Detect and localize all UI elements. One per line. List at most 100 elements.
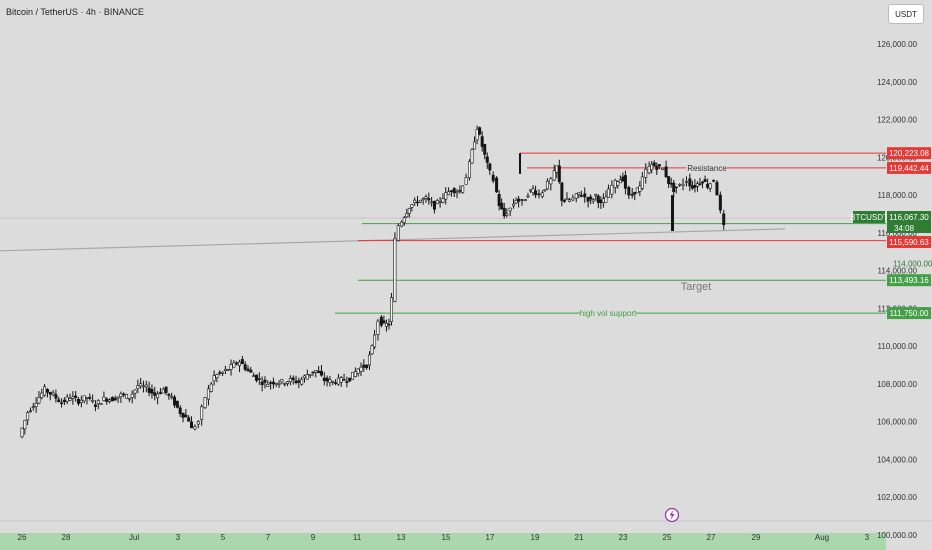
candle-body <box>99 403 103 405</box>
candle-body <box>102 396 106 401</box>
resistance-label: Resistance <box>687 164 727 173</box>
candle-body <box>690 185 694 189</box>
y-tick-label: 114,000.00 <box>878 267 918 276</box>
candle-body <box>672 182 676 193</box>
candle-body <box>178 407 182 414</box>
candle-body <box>269 382 273 384</box>
candle-body <box>545 180 549 190</box>
candle-body <box>254 374 258 381</box>
candle-body <box>113 397 117 401</box>
price-tag-label: 111,750.00 <box>890 309 929 318</box>
candle-body <box>156 393 160 399</box>
x-tick-label: Jul <box>129 533 139 542</box>
candle-body <box>543 189 547 191</box>
candle-body <box>88 397 92 399</box>
candle-body <box>549 178 553 185</box>
candle-body <box>488 163 492 171</box>
price-tag-bg <box>887 147 931 160</box>
y-tick-label: 110,000.00 <box>878 342 918 351</box>
candle-body <box>640 176 644 189</box>
candle-body <box>240 359 244 365</box>
candle-body <box>331 380 335 383</box>
candle-body <box>483 144 487 155</box>
candle-body <box>540 192 544 197</box>
candle-body <box>167 394 171 396</box>
candle-body <box>400 221 404 227</box>
candle-body <box>280 379 284 383</box>
candle-body <box>627 187 631 196</box>
y-tick-label: 106,000.00 <box>877 418 918 427</box>
candle-body <box>500 202 504 210</box>
x-tick-label: 15 <box>442 533 451 542</box>
candle-body <box>577 192 581 195</box>
candle-body <box>495 177 499 193</box>
candle-body <box>127 397 131 400</box>
candle-body <box>328 379 332 383</box>
candle-body <box>655 166 659 170</box>
x-tick-label: 5 <box>221 533 226 542</box>
candle-body <box>170 396 174 398</box>
candle-body <box>356 368 360 374</box>
candle-body <box>286 381 290 384</box>
candle-body <box>190 421 194 429</box>
candle-body <box>523 199 527 202</box>
candle-body <box>638 185 642 192</box>
candle-body <box>359 366 363 372</box>
candle-body <box>206 388 210 400</box>
currency-button[interactable]: USDT <box>888 4 924 24</box>
candle-body <box>266 384 270 387</box>
candle-body <box>560 182 564 201</box>
candle-body <box>390 297 394 322</box>
candle-body <box>562 200 566 202</box>
candle-body <box>616 181 620 186</box>
candle-body <box>150 388 154 394</box>
candle-body <box>325 377 329 382</box>
candle-body <box>718 194 722 211</box>
candle-body <box>415 201 419 204</box>
candle-body <box>74 395 78 398</box>
candle-body <box>447 191 451 195</box>
candle-body <box>698 183 702 186</box>
candle-body <box>93 404 97 407</box>
candle-body <box>586 197 590 202</box>
candle-body <box>708 183 712 189</box>
candle-body <box>334 382 338 384</box>
candle-body <box>181 412 185 418</box>
x-tick-label: 13 <box>397 533 406 542</box>
candle-body <box>218 372 222 374</box>
candle-body <box>565 198 569 201</box>
y-tick-label: 116,000.00 <box>878 229 918 238</box>
price-tag-label: 120,223.08 <box>889 149 930 158</box>
candle-body <box>537 193 541 196</box>
candle-body <box>652 162 656 167</box>
candle-body <box>232 362 236 368</box>
candle-body <box>534 190 538 196</box>
candle-body <box>235 362 239 365</box>
candle-body <box>110 397 114 402</box>
candle-body <box>291 377 295 381</box>
candle-body <box>387 323 391 326</box>
x-tick-label: Aug <box>815 533 829 542</box>
candle-body <box>464 177 468 185</box>
y-tick-label: 118,000.00 <box>878 191 918 200</box>
chart-title: Bitcoin / TetherUS · 4h · BINANCE <box>6 7 144 17</box>
candle-body <box>520 199 524 201</box>
candle-body <box>664 166 668 178</box>
price-tag-label: 119,442.44 <box>889 164 929 173</box>
candle-body <box>300 379 304 385</box>
candle-body <box>455 191 459 194</box>
candle-body <box>308 374 312 376</box>
candle-body <box>322 377 326 382</box>
y-tick-label: 124,000.00 <box>877 78 918 87</box>
candle-body <box>591 199 595 202</box>
candle-body <box>119 393 123 398</box>
candle-body <box>348 377 352 382</box>
candle-body <box>470 149 474 164</box>
candle-body <box>449 190 453 192</box>
candle-body <box>238 361 242 366</box>
candle-body <box>508 207 512 212</box>
candle-body <box>141 385 145 388</box>
candle-body <box>345 381 349 383</box>
